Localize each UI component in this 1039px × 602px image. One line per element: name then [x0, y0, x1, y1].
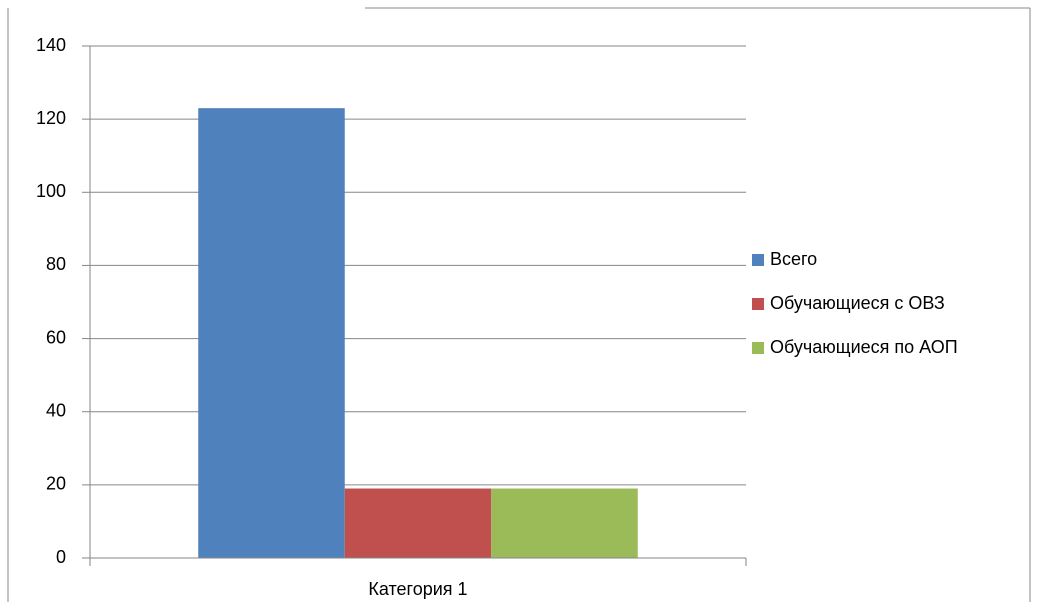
- bar: [198, 108, 345, 559]
- legend-swatch: [752, 342, 764, 354]
- y-tick-label: 140: [36, 35, 66, 55]
- legend-swatch: [752, 254, 764, 266]
- bar: [491, 488, 638, 558]
- y-tick-label: 40: [46, 400, 66, 420]
- y-tick-label: 100: [36, 181, 66, 201]
- legend-swatch: [752, 298, 764, 310]
- y-tick-label: 80: [46, 254, 66, 274]
- y-tick-label: 20: [46, 474, 66, 494]
- y-tick-label: 60: [46, 327, 66, 347]
- x-tick-label: Категория 1: [368, 579, 467, 599]
- y-tick-label: 0: [56, 547, 66, 567]
- legend-label: Обучающиеся с ОВЗ: [770, 293, 945, 313]
- legend-label: Обучающиеся по АОП: [770, 337, 958, 357]
- y-tick-label: 120: [36, 108, 66, 128]
- bar: [344, 488, 492, 558]
- legend-label: Всего: [770, 249, 817, 269]
